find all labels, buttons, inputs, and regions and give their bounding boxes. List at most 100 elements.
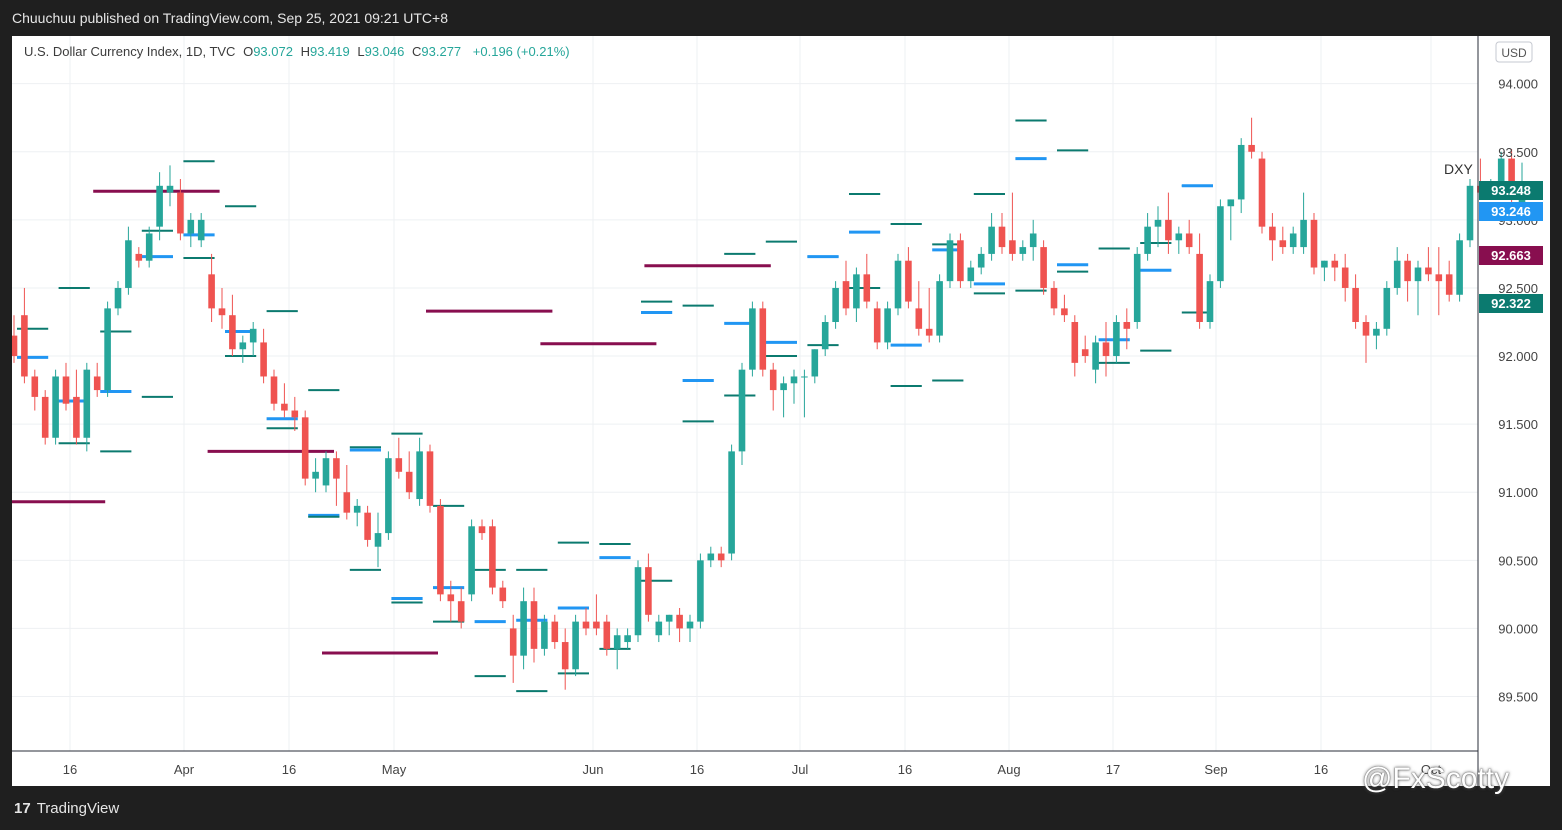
candle <box>759 301 767 377</box>
candle-body <box>1133 253 1141 322</box>
candle <box>291 396 299 431</box>
candle-body <box>1321 260 1328 268</box>
candle-body <box>801 376 808 378</box>
candle-body <box>915 308 923 329</box>
candle-body <box>1248 144 1255 152</box>
candle-body <box>936 281 943 336</box>
open-label: O <box>243 44 254 59</box>
candle-body <box>1414 267 1422 282</box>
candle <box>1123 308 1131 350</box>
x-tick-label: Aug <box>997 762 1020 777</box>
candle <box>1414 260 1422 316</box>
candle-body <box>270 376 278 404</box>
candle-body <box>239 342 247 350</box>
candle-body <box>1217 206 1224 282</box>
candle-body <box>135 253 143 261</box>
candle-body <box>717 553 725 561</box>
candle <box>572 614 579 677</box>
candle <box>905 247 912 309</box>
candle <box>728 444 735 561</box>
candle <box>21 287 28 384</box>
candle <box>83 362 91 452</box>
candle-body <box>1144 226 1151 254</box>
x-tick-label: 16 <box>63 762 77 777</box>
candle-body <box>31 376 39 397</box>
candle <box>967 260 975 288</box>
candle <box>1445 260 1453 302</box>
candle-body <box>530 601 538 649</box>
candle-body <box>624 635 631 643</box>
candle-body <box>489 526 496 588</box>
candle-body <box>1019 247 1027 254</box>
candle <box>1081 335 1089 363</box>
candle-body <box>811 349 819 377</box>
candle-body <box>1165 219 1172 241</box>
candle-body <box>998 226 1006 248</box>
candle-body <box>1123 322 1131 329</box>
candle <box>197 213 205 248</box>
price-tags: 93.248 93.246 92.663 92.322 <box>1479 181 1543 313</box>
candle-body <box>385 458 392 534</box>
candle-body <box>1383 287 1391 329</box>
candle <box>1404 253 1411 302</box>
candle-body <box>1102 342 1110 357</box>
candle <box>12 315 18 363</box>
candle-body <box>260 342 267 377</box>
candle-body <box>1258 158 1266 227</box>
candle <box>1466 179 1474 248</box>
candle <box>1050 281 1058 316</box>
axes: 94.00093.50093.00092.50092.00091.50091.0… <box>12 36 1538 786</box>
candlestick-chart[interactable]: 94.00093.50093.00092.50092.00091.50091.0… <box>12 36 1550 786</box>
candle <box>333 451 340 506</box>
candle <box>1331 253 1339 282</box>
candle-body <box>790 376 798 384</box>
candle <box>603 614 611 656</box>
candle-body <box>738 369 746 452</box>
x-tick-label: 16 <box>282 762 296 777</box>
tradingview-brand[interactable]: 17 TradingView <box>14 800 119 817</box>
candle-body <box>322 458 330 486</box>
candle <box>322 451 330 493</box>
close-value: 93.277 <box>421 44 462 59</box>
chart-frame[interactable]: 94.00093.50093.00092.50092.00091.50091.0… <box>12 36 1550 786</box>
candle-body <box>114 287 122 309</box>
candle-body <box>1310 219 1318 268</box>
grid-lines <box>12 36 1550 786</box>
candle-body <box>832 287 839 322</box>
ticker-label: DXY <box>1444 161 1473 177</box>
footer-bar: 17 TradingView <box>0 786 1562 830</box>
candle-body <box>603 621 611 649</box>
candle-body <box>208 274 215 309</box>
candle-body <box>12 335 18 357</box>
candle-body <box>905 260 912 302</box>
y-tick-label: 94.000 <box>1498 77 1538 92</box>
candle <box>717 546 725 568</box>
candle <box>1321 260 1328 282</box>
x-tick-label: Apr <box>174 762 195 777</box>
candle-body <box>894 260 902 309</box>
candle-body <box>853 274 860 309</box>
y-tick-label: 90.500 <box>1498 553 1538 568</box>
candle <box>738 362 746 465</box>
candle-body <box>478 526 486 534</box>
candle <box>811 349 819 384</box>
candle-body <box>218 308 226 316</box>
y-tick-label: 92.500 <box>1498 281 1538 296</box>
candle <box>416 437 423 506</box>
candle <box>1092 335 1099 384</box>
candle <box>447 580 455 622</box>
candle <box>1113 315 1120 363</box>
candle-body <box>957 240 964 282</box>
candle <box>1154 206 1162 248</box>
candle-body <box>541 621 548 649</box>
candle-body <box>374 533 382 547</box>
candle <box>1227 199 1235 241</box>
candle <box>1019 240 1027 261</box>
candle-body <box>125 240 132 288</box>
candle-body <box>967 267 975 282</box>
candle-body <box>41 396 49 438</box>
candle-body <box>582 621 590 629</box>
candle-body <box>229 315 236 350</box>
candle-body <box>749 308 756 370</box>
candle-body <box>551 621 559 643</box>
